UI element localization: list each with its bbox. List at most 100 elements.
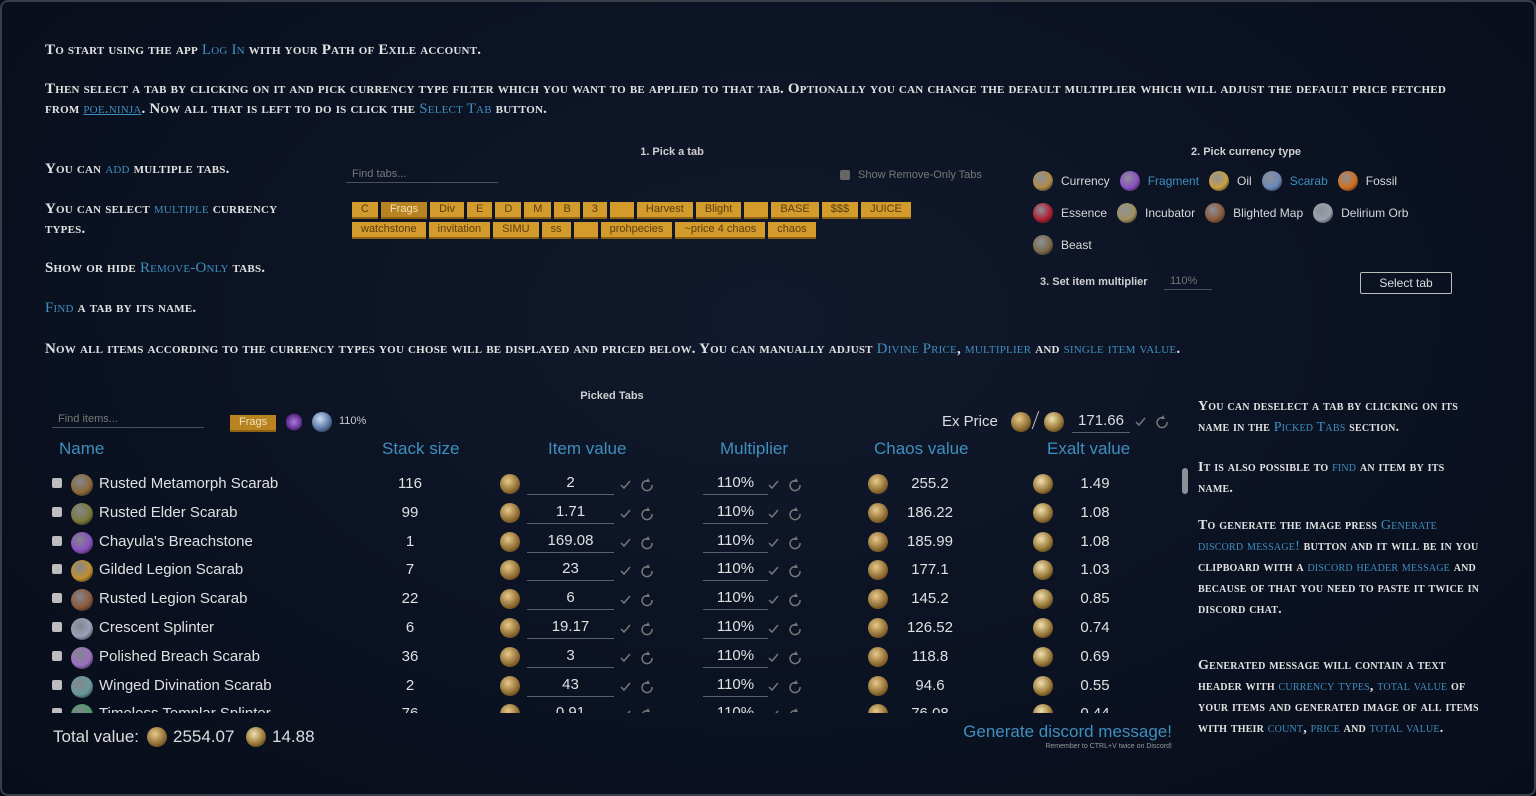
multiplier-input[interactable]: 110%	[703, 558, 768, 582]
multiplier-input[interactable]: 110%	[703, 472, 768, 495]
item-value-input[interactable]: 2	[527, 472, 614, 495]
exalt-value: 0.74	[1080, 619, 1110, 636]
stash-tab[interactable]	[573, 222, 598, 239]
tab-search[interactable]: Find tabs...	[346, 166, 498, 183]
stash-tab[interactable]: ~price 4 chaos	[675, 222, 766, 239]
stash-tab[interactable]: M	[524, 202, 552, 219]
stash-tab[interactable]: Blight	[695, 202, 742, 219]
item-search[interactable]: Find items...	[52, 411, 204, 428]
exalted-orb-icon	[1033, 675, 1053, 696]
chaos-orb-icon	[868, 474, 888, 494]
confirm-reset-icons[interactable]	[619, 679, 655, 694]
stash-tab[interactable]: D	[495, 202, 522, 219]
stash-tab[interactable]: 3	[582, 202, 607, 219]
stash-tab[interactable]: invitation	[428, 222, 491, 239]
confirm-reset-icons[interactable]	[767, 593, 803, 607]
stash-tab[interactable]: Harvest	[636, 202, 693, 219]
stash-tab[interactable]: watchstone	[352, 222, 426, 239]
chaos-orb-icon	[500, 502, 520, 523]
confirm-reset-icons[interactable]	[767, 564, 803, 578]
item-value-input[interactable]: 169.08	[527, 530, 614, 553]
currency-type[interactable]: Blighted Map	[1205, 197, 1303, 229]
currency-type[interactable]: Scarab	[1261, 165, 1328, 197]
confirm-reset-icons[interactable]	[619, 506, 655, 521]
row-checkbox[interactable]	[52, 478, 62, 488]
confirm-reset-icons[interactable]	[767, 622, 803, 636]
item-value-input[interactable]: 23	[527, 558, 614, 582]
row-checkbox[interactable]	[52, 506, 62, 517]
instruction-paragraph: Now all items according to the currency …	[45, 339, 1445, 359]
row-checkbox[interactable]	[52, 593, 62, 604]
stash-tab[interactable]: C	[352, 202, 378, 219]
currency-type[interactable]: Oil	[1209, 165, 1252, 197]
multiplier-input[interactable]: 110%	[1164, 273, 1212, 290]
confirm-reset-icons[interactable]	[619, 650, 655, 665]
row-checkbox[interactable]	[52, 564, 62, 575]
row-checkbox[interactable]	[52, 622, 62, 632]
confirm-reset-icons[interactable]	[767, 535, 803, 550]
currency-type[interactable]: Currency	[1033, 165, 1110, 197]
row-checkbox[interactable]	[52, 535, 62, 546]
currency-type[interactable]: Essence	[1033, 197, 1107, 229]
stash-tab[interactable]: JUICE	[861, 202, 911, 219]
confirm-reset-icons[interactable]	[619, 708, 655, 713]
currency-type[interactable]: Beast	[1033, 229, 1092, 261]
currency-name: Fragment	[1147, 174, 1200, 188]
multiplier-input[interactable]: 110%	[703, 616, 768, 639]
stash-tab[interactable]: SIMU	[493, 222, 539, 239]
currency-type[interactable]: Delirium Orb	[1313, 197, 1408, 229]
text-segment: tabs.	[228, 260, 266, 276]
currency-type[interactable]: Fragment	[1119, 165, 1200, 197]
confirm-reset-icons[interactable]	[619, 564, 655, 578]
item-value-input[interactable]: 0.91	[527, 702, 614, 713]
highlight: Find	[45, 300, 74, 316]
remove-only-toggle[interactable]: Show Remove-Only Tabs	[840, 169, 982, 181]
link[interactable]: poe.ninja	[83, 101, 142, 117]
select-tab-button[interactable]: Select tab	[1360, 272, 1452, 294]
stash-tab[interactable]: Div	[430, 202, 464, 219]
generate-button[interactable]: Generate discord message!	[963, 722, 1172, 741]
confirm-reset-icons[interactable]	[619, 622, 655, 636]
item-value-input[interactable]: 43	[527, 674, 614, 697]
confirm-reset-icons[interactable]	[767, 478, 803, 492]
picked-tab-chip[interactable]: Frags	[230, 415, 277, 432]
item-value-input[interactable]: 19.17	[527, 616, 614, 639]
multiplier-input[interactable]: 110%	[703, 587, 768, 611]
currency-type[interactable]: Fossil	[1337, 165, 1397, 197]
text-segment: ,	[1369, 679, 1378, 694]
stash-tab[interactable]: $$$	[821, 202, 859, 219]
stash-tab[interactable]: E	[466, 202, 493, 219]
confirm-reset-icons[interactable]	[1134, 415, 1170, 429]
row-checkbox[interactable]	[52, 708, 62, 713]
stash-tab[interactable]	[609, 202, 634, 219]
stash-tab[interactable]: BASE	[771, 202, 819, 219]
confirm-reset-icons[interactable]	[619, 593, 655, 607]
item-value-input[interactable]: 1.71	[527, 501, 614, 524]
multiplier-input[interactable]: 110%	[703, 702, 768, 713]
confirm-reset-icons[interactable]	[767, 650, 803, 665]
currency-icon	[1117, 203, 1138, 223]
multiplier-input[interactable]: 110%	[703, 645, 768, 668]
confirm-reset-icons[interactable]	[767, 506, 803, 521]
stash-tab[interactable]: ss	[541, 222, 571, 239]
multiplier-input[interactable]: 110%	[703, 530, 768, 553]
multiplier-input[interactable]: 110%	[703, 501, 768, 524]
stash-tab[interactable]: B	[554, 202, 580, 219]
stash-tab[interactable]: chaos	[768, 222, 816, 239]
confirm-reset-icons[interactable]	[767, 708, 803, 713]
highlight: multiplier	[964, 341, 1032, 357]
stash-tab[interactable]: prohpecies	[600, 222, 673, 239]
stash-tab[interactable]	[744, 202, 769, 219]
currency-type[interactable]: Incubator	[1117, 197, 1195, 229]
confirm-reset-icons[interactable]	[619, 478, 655, 492]
multiplier-input[interactable]: 110%	[703, 674, 768, 697]
ex-price-input[interactable]: 171.66	[1072, 410, 1130, 433]
item-name: Rusted Elder Scarab	[99, 503, 238, 521]
item-value-input[interactable]: 3	[527, 645, 614, 668]
stash-tab[interactable]: Frags	[380, 202, 428, 219]
confirm-reset-icons[interactable]	[767, 679, 803, 694]
confirm-reset-icons[interactable]	[619, 535, 655, 550]
row-checkbox[interactable]	[52, 679, 62, 690]
row-checkbox[interactable]	[52, 650, 62, 661]
item-value-input[interactable]: 6	[527, 587, 614, 611]
